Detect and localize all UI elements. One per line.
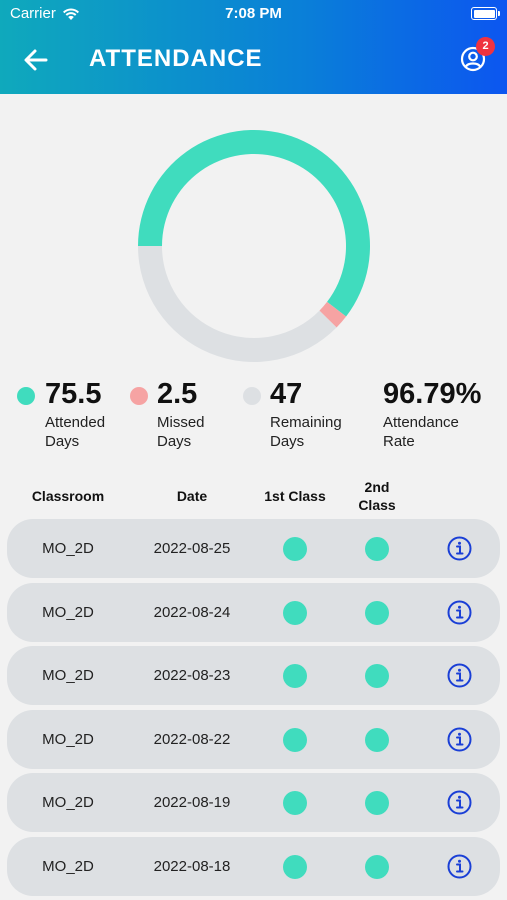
second-class-status-dot: [365, 855, 389, 879]
attendance-summary: 75.5 Attended Days 2.5 Missed Days 47 Rema…: [0, 378, 507, 458]
remaining-days-value: 47: [270, 378, 303, 410]
classroom-cell: MO_2D: [42, 794, 94, 811]
table-row[interactable]: MO_2D 2022-08-19: [7, 773, 500, 832]
profile-icon[interactable]: [456, 42, 490, 76]
donut-segment-remaining-days: [138, 246, 337, 362]
date-cell: 2022-08-23: [153, 667, 231, 684]
date-cell: 2022-08-24: [153, 604, 231, 621]
first-class-status-dot: [283, 537, 307, 561]
notification-badge: 2: [476, 37, 495, 56]
second-class-status-dot: [365, 601, 389, 625]
first-class-status-dot: [283, 791, 307, 815]
first-class-status-dot: [283, 728, 307, 752]
status-time: 7:08 PM: [225, 5, 282, 22]
classroom-cell: MO_2D: [42, 731, 94, 748]
attendance-rate-value: 96.79%: [383, 378, 482, 410]
classroom-cell: MO_2D: [42, 540, 94, 557]
app-header: Carrier 7:08 PM ATTENDANCE 2: [0, 0, 507, 94]
status-bar: Carrier 7:08 PM: [0, 0, 507, 28]
classroom-cell: MO_2D: [42, 667, 94, 684]
table-row[interactable]: MO_2D 2022-08-18: [7, 837, 500, 896]
second-class-status-dot: [365, 791, 389, 815]
date-cell: 2022-08-25: [153, 540, 231, 557]
info-icon[interactable]: [447, 854, 472, 879]
table-row[interactable]: MO_2D 2022-08-23: [7, 646, 500, 705]
column-header-classroom: Classroom: [31, 488, 105, 504]
wifi-icon: [62, 7, 79, 20]
remaining-legend-dot: [243, 387, 261, 405]
carrier-label: Carrier: [10, 5, 56, 22]
second-class-status-dot: [365, 664, 389, 688]
date-cell: 2022-08-18: [153, 858, 231, 875]
attendance-donut-chart: [138, 130, 370, 362]
table-row[interactable]: MO_2D 2022-08-25: [7, 519, 500, 578]
attended-days-label: Attended Days: [45, 414, 106, 450]
attended-legend-dot: [17, 387, 35, 405]
donut-segment-attended-days: [138, 130, 370, 317]
back-arrow-icon[interactable]: [20, 44, 52, 76]
remaining-days-label: Remaining Days: [270, 414, 342, 450]
column-header-date: Date: [176, 488, 208, 504]
classroom-cell: MO_2D: [42, 604, 94, 621]
attendance-rate-label: Attendance Rate: [383, 414, 459, 450]
first-class-status-dot: [283, 601, 307, 625]
info-icon[interactable]: [447, 790, 472, 815]
missed-days-value: 2.5: [157, 378, 198, 410]
page-title: ATTENDANCE: [89, 45, 263, 72]
date-cell: 2022-08-22: [153, 731, 231, 748]
info-icon[interactable]: [447, 600, 472, 625]
classroom-cell: MO_2D: [42, 858, 94, 875]
info-icon[interactable]: [447, 536, 472, 561]
table-row[interactable]: MO_2D 2022-08-24: [7, 583, 500, 642]
second-class-status-dot: [365, 728, 389, 752]
missed-legend-dot: [130, 387, 148, 405]
donut-segment-missed-days: [319, 301, 347, 328]
first-class-status-dot: [283, 855, 307, 879]
info-icon[interactable]: [447, 663, 472, 688]
attended-days-value: 75.5: [45, 378, 102, 410]
missed-days-label: Missed Days: [157, 414, 205, 450]
column-header-first-class: 1st Class: [264, 488, 326, 504]
date-cell: 2022-08-19: [153, 794, 231, 811]
first-class-status-dot: [283, 664, 307, 688]
column-header-second-class: 2nd Class: [358, 479, 396, 513]
carrier: Carrier: [10, 5, 80, 22]
info-icon[interactable]: [447, 727, 472, 752]
second-class-status-dot: [365, 537, 389, 561]
battery-icon: [471, 7, 500, 20]
table-row[interactable]: MO_2D 2022-08-22: [7, 710, 500, 769]
